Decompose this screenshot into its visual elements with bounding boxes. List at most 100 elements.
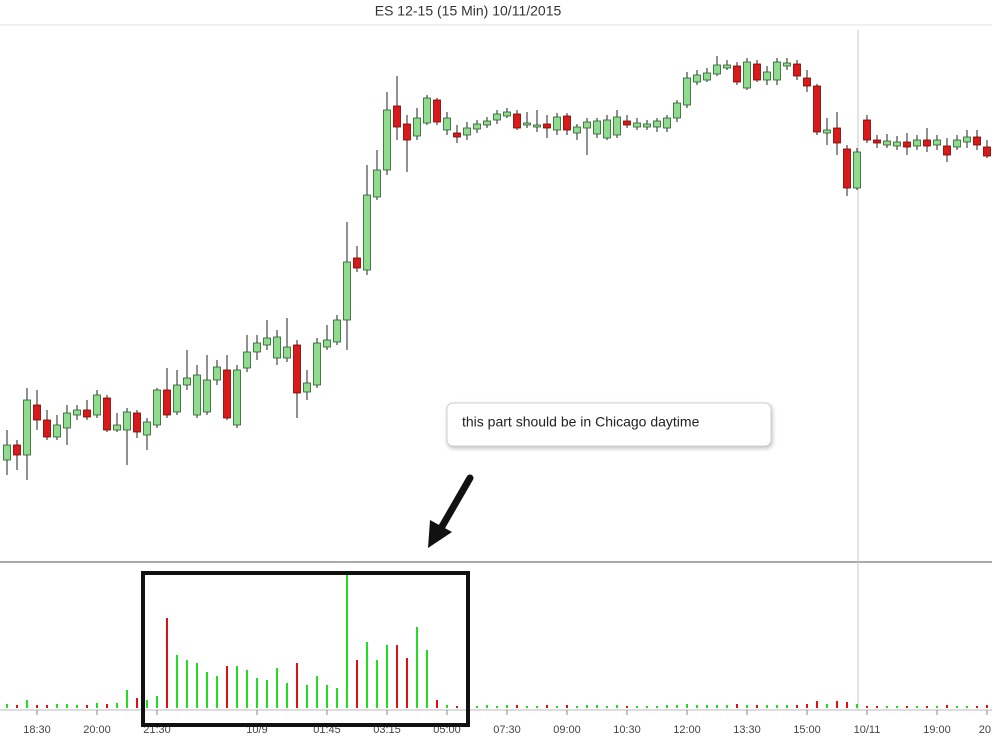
volume-bar [936, 706, 938, 708]
candle-body [653, 120, 661, 128]
volume-bar [616, 705, 618, 708]
candle-body [753, 63, 761, 81]
candle-body [613, 116, 621, 136]
volume-bar [686, 704, 688, 708]
candle-body [513, 113, 521, 129]
volume-bar [926, 706, 928, 708]
candle-body [623, 120, 631, 126]
candle-body [703, 72, 711, 81]
chart-title: ES 12-15 (15 Min) 10/11/2015 [375, 3, 562, 19]
volume-bar [316, 676, 318, 708]
candle-body [103, 397, 111, 431]
candle-body [593, 120, 601, 135]
candle-body [73, 409, 81, 416]
volume-bar [826, 704, 828, 708]
volume-bar [56, 704, 58, 708]
volume-bar [386, 645, 388, 708]
candle-body [473, 123, 481, 130]
volume-bar [6, 704, 8, 708]
x-tick-label: 09:00 [553, 724, 581, 736]
volume-bar [986, 705, 988, 708]
x-tick-label: 20 [979, 724, 991, 736]
volume-bar [736, 704, 738, 708]
volume-bar [836, 701, 838, 708]
candle-body [483, 120, 491, 126]
candle-body [373, 169, 381, 198]
x-tick-label: 15:00 [793, 724, 821, 736]
volume-bar [326, 685, 328, 708]
volume-bar [716, 705, 718, 708]
candle-body [893, 141, 901, 147]
volume-bar [596, 705, 598, 708]
candle-body [13, 444, 21, 456]
volume-bar [726, 705, 728, 708]
volume-bar [196, 663, 198, 708]
volume-bar [366, 642, 368, 708]
candle-body [503, 111, 511, 117]
volume-bar [106, 704, 108, 708]
candle-body [843, 148, 851, 189]
candle-body [323, 339, 331, 348]
candle-body [3, 444, 11, 461]
candle-body [523, 122, 531, 126]
volume-bar [856, 704, 858, 708]
volume-bar [636, 706, 638, 708]
volume-bar [966, 706, 968, 708]
candle-body [313, 342, 321, 386]
candle-body [783, 62, 791, 67]
volume-bar [116, 703, 118, 708]
candle-body [53, 424, 61, 438]
candle-body [563, 115, 571, 131]
candle-body [333, 319, 341, 343]
callout-text: this part should be in Chicago daytime [462, 414, 700, 430]
candle-body [193, 374, 201, 416]
x-tick-label: 12:00 [673, 724, 701, 736]
x-tick-label: 07:30 [493, 724, 521, 736]
candle-body [263, 337, 271, 346]
candle-body [713, 64, 721, 75]
candle-body [153, 389, 161, 426]
candle-body [383, 109, 391, 171]
candle-body [203, 379, 211, 413]
candle-body [603, 119, 611, 139]
volume-bar [816, 701, 818, 708]
x-tick-label: 19:00 [923, 724, 951, 736]
volume-bar [436, 700, 438, 708]
volume-bar [166, 618, 168, 708]
candle-body [403, 123, 411, 141]
volume-bar [126, 690, 128, 708]
candle-body [243, 351, 251, 369]
candle-body [693, 74, 701, 83]
candle-body [963, 136, 971, 143]
volume-bar [376, 660, 378, 708]
candle-body [133, 412, 141, 433]
volume-bar [756, 705, 758, 708]
volume-bar [656, 706, 658, 708]
volume-bar [566, 705, 568, 708]
volume-bar [696, 705, 698, 708]
volume-bar [906, 706, 908, 708]
candle-body [643, 123, 651, 128]
volume-bar [946, 705, 948, 708]
volume-bar [156, 696, 158, 708]
volume-bar [216, 676, 218, 708]
candle-body [93, 394, 101, 416]
volume-bar [576, 706, 578, 708]
volume-bar [426, 650, 428, 708]
candle-body [433, 99, 441, 123]
candle-body [943, 145, 951, 156]
candle-body [113, 424, 121, 431]
candle-body [663, 117, 671, 129]
volume-bar [396, 645, 398, 708]
candle-body [343, 261, 351, 321]
volume-bar [206, 672, 208, 708]
candle-body [923, 139, 931, 147]
volume-bar [36, 705, 38, 708]
candle-body [983, 146, 991, 157]
candle-body [43, 419, 51, 438]
candle-body [793, 63, 801, 77]
candle-body [823, 129, 831, 134]
arrow-shaft [436, 474, 474, 534]
